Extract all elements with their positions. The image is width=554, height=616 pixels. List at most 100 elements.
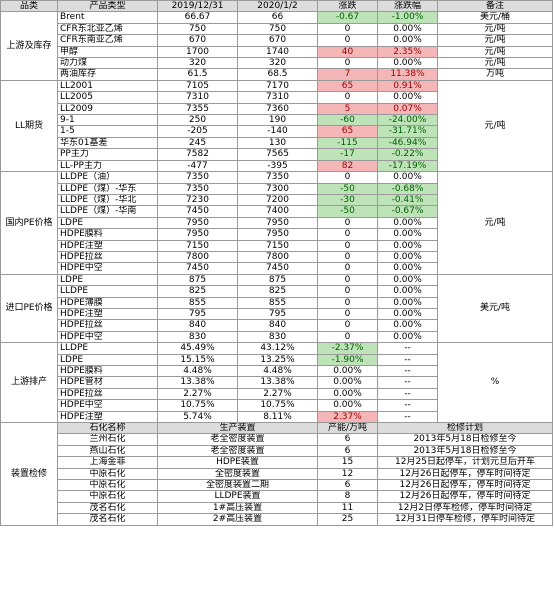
- product-name: HDPE注塑: [57, 410, 158, 424]
- product-name: HDPE膜料: [57, 364, 158, 378]
- change-value: 0: [317, 34, 378, 47]
- change-pct: -0.68%: [377, 182, 438, 195]
- value-date-2: 795: [237, 307, 318, 321]
- category-cell: 上游排产: [0, 342, 58, 424]
- change-pct: 0.00%: [377, 262, 438, 275]
- change-pct: -46.94%: [377, 136, 438, 150]
- maintenance-row: 茂名石化 2#高压装置 25 12月31日停车检修，停车时间待定: [1, 513, 553, 526]
- table-row: 进口PE价格 LDPE 875 875 0 0.00% 美元/吨: [0, 273, 553, 344]
- change-pct: --: [377, 387, 438, 401]
- value-date-2: 7360: [237, 102, 318, 116]
- change-pct: 2.35%: [377, 45, 438, 59]
- change-pct: 0.00%: [377, 91, 438, 104]
- maintenance-category: 装置检修: [0, 422, 58, 526]
- value-date-2: 7170: [237, 79, 318, 93]
- value-date-1: -205: [157, 125, 238, 138]
- capacity-value: 15: [317, 456, 378, 469]
- value-date-2: 840: [237, 319, 318, 332]
- change-value: 0: [317, 171, 378, 184]
- change-value: 0: [317, 262, 378, 275]
- product-name: HDPE管材: [57, 376, 158, 389]
- table-row: LLDPE（煤）-华东 7350 7300 -50 -0.68%: [1, 182, 553, 195]
- table-row: HDPE注塑 5.74% 8.11% 2.37% --: [1, 410, 553, 424]
- table-row: HDPE膜料 7950 7950 0 0.00%: [1, 228, 553, 241]
- table-row: HDPE中空 830 830 0 0.00%: [1, 330, 553, 344]
- change-value: -60: [317, 114, 378, 127]
- table-row: LLDPE（煤）-华北 7230 7200 -30 -0.41%: [1, 193, 553, 207]
- value-date-2: 7200: [237, 193, 318, 207]
- change-value: 0.00%: [317, 399, 378, 412]
- table-row: PP主力 7582 7565 -17 -0.22%: [1, 148, 553, 161]
- table-header-row: 品类 产品类型 2019/12/31 2020/1/2 涨跌 涨跌幅 备注: [0, 0, 553, 13]
- maintenance-row: 中原石化 LLDPE装置 8 12月26日起停车，停车时间待定: [1, 490, 553, 503]
- plant-name: 中原石化: [57, 467, 158, 481]
- capacity-value: 6: [317, 433, 378, 446]
- value-date-1: 7582: [157, 148, 238, 161]
- table-row: HDPE中空 10.75% 10.75% 0.00% --: [1, 399, 553, 412]
- unit-note: 元/吨: [437, 22, 553, 36]
- change-value: 82: [317, 159, 378, 173]
- category-cell: LL期货: [0, 79, 58, 173]
- product-name: HDPE拉丝: [57, 319, 158, 332]
- value-date-2: 2.27%: [237, 387, 318, 401]
- change-pct: --: [377, 364, 438, 378]
- value-date-1: 250: [157, 114, 238, 127]
- unit-note: %: [437, 342, 553, 424]
- product-name: LLDPE: [57, 285, 158, 298]
- value-date-1: 855: [157, 296, 238, 309]
- change-value: 0: [317, 285, 378, 298]
- maintenance-plan: 12月26日起停车，停车时间待定: [377, 479, 553, 492]
- change-pct: 0.00%: [377, 216, 438, 230]
- production-unit: 2#高压装置: [157, 513, 318, 526]
- unit-note: 元/吨: [437, 57, 553, 70]
- change-pct: 0.00%: [377, 239, 438, 252]
- product-name: HDPE拉丝: [57, 250, 158, 264]
- maintenance-header-row: 装置检修 石化名称 生产装置 产能/万吨 检修计划: [0, 422, 553, 526]
- value-date-2: 13.25%: [237, 353, 318, 367]
- value-date-1: 7350: [157, 171, 238, 184]
- table-row: 两油库存 61.5 68.5 7 11.38% 万吨: [1, 68, 553, 81]
- capacity-value: 6: [317, 479, 378, 492]
- product-name: 9-1: [57, 114, 158, 127]
- change-value: 40: [317, 45, 378, 59]
- product-name: CFR东北亚乙烯: [57, 22, 158, 36]
- value-date-2: 7150: [237, 239, 318, 252]
- value-date-1: 840: [157, 319, 238, 332]
- change-pct: 0.00%: [377, 228, 438, 241]
- value-date-2: 7310: [237, 91, 318, 104]
- maintenance-header-unit: 生产装置: [157, 422, 318, 435]
- header-change: 涨跌: [317, 0, 378, 13]
- table-row: HDPE管材 13.38% 13.38% 0.00% --: [1, 376, 553, 389]
- change-pct: --: [377, 376, 438, 389]
- change-value: -115: [317, 136, 378, 150]
- table-row: HDPE膜料 4.48% 4.48% 0.00% --: [1, 364, 553, 378]
- production-unit: 全密度装置二期: [157, 479, 318, 492]
- header-category: 品类: [0, 0, 58, 13]
- change-value: 0: [317, 330, 378, 344]
- plant-name: 茂名石化: [57, 513, 158, 526]
- table-row: LL期货 LL2001 7105 7170 65 0.91% 元/吨: [0, 79, 553, 173]
- change-pct: 0.00%: [377, 307, 438, 321]
- value-date-1: 7355: [157, 102, 238, 116]
- change-pct: 0.00%: [377, 57, 438, 70]
- maintenance-plan: 12月2日停车检修，停车时间待定: [377, 501, 553, 515]
- change-pct: 11.38%: [377, 68, 438, 81]
- value-date-1: 66.67: [157, 11, 238, 24]
- product-name: LL2001: [57, 79, 158, 93]
- maintenance-row: 上海金菲 HDPE装置 15 12月25日起停车，计划元旦后开车: [1, 456, 553, 469]
- value-date-1: 7310: [157, 91, 238, 104]
- product-name: LDPE: [57, 353, 158, 367]
- value-date-2: 10.75%: [237, 399, 318, 412]
- header-note: 备注: [437, 0, 553, 13]
- value-date-2: 190: [237, 114, 318, 127]
- change-pct: -17.19%: [377, 159, 438, 173]
- table-row: 上游及库存 Brent 66.67 66 -0.67 -1.00% 美元/桶: [0, 11, 553, 81]
- plant-name: 兰州石化: [57, 433, 158, 446]
- product-name: CFR东南亚乙烯: [57, 34, 158, 47]
- value-date-2: 750: [237, 22, 318, 36]
- header-date-2: 2020/1/2: [237, 0, 318, 13]
- change-pct: 0.00%: [377, 319, 438, 332]
- change-pct: -1.00%: [377, 11, 438, 24]
- table-row: HDPE注塑 795 795 0 0.00%: [1, 307, 553, 321]
- change-pct: -31.71%: [377, 125, 438, 138]
